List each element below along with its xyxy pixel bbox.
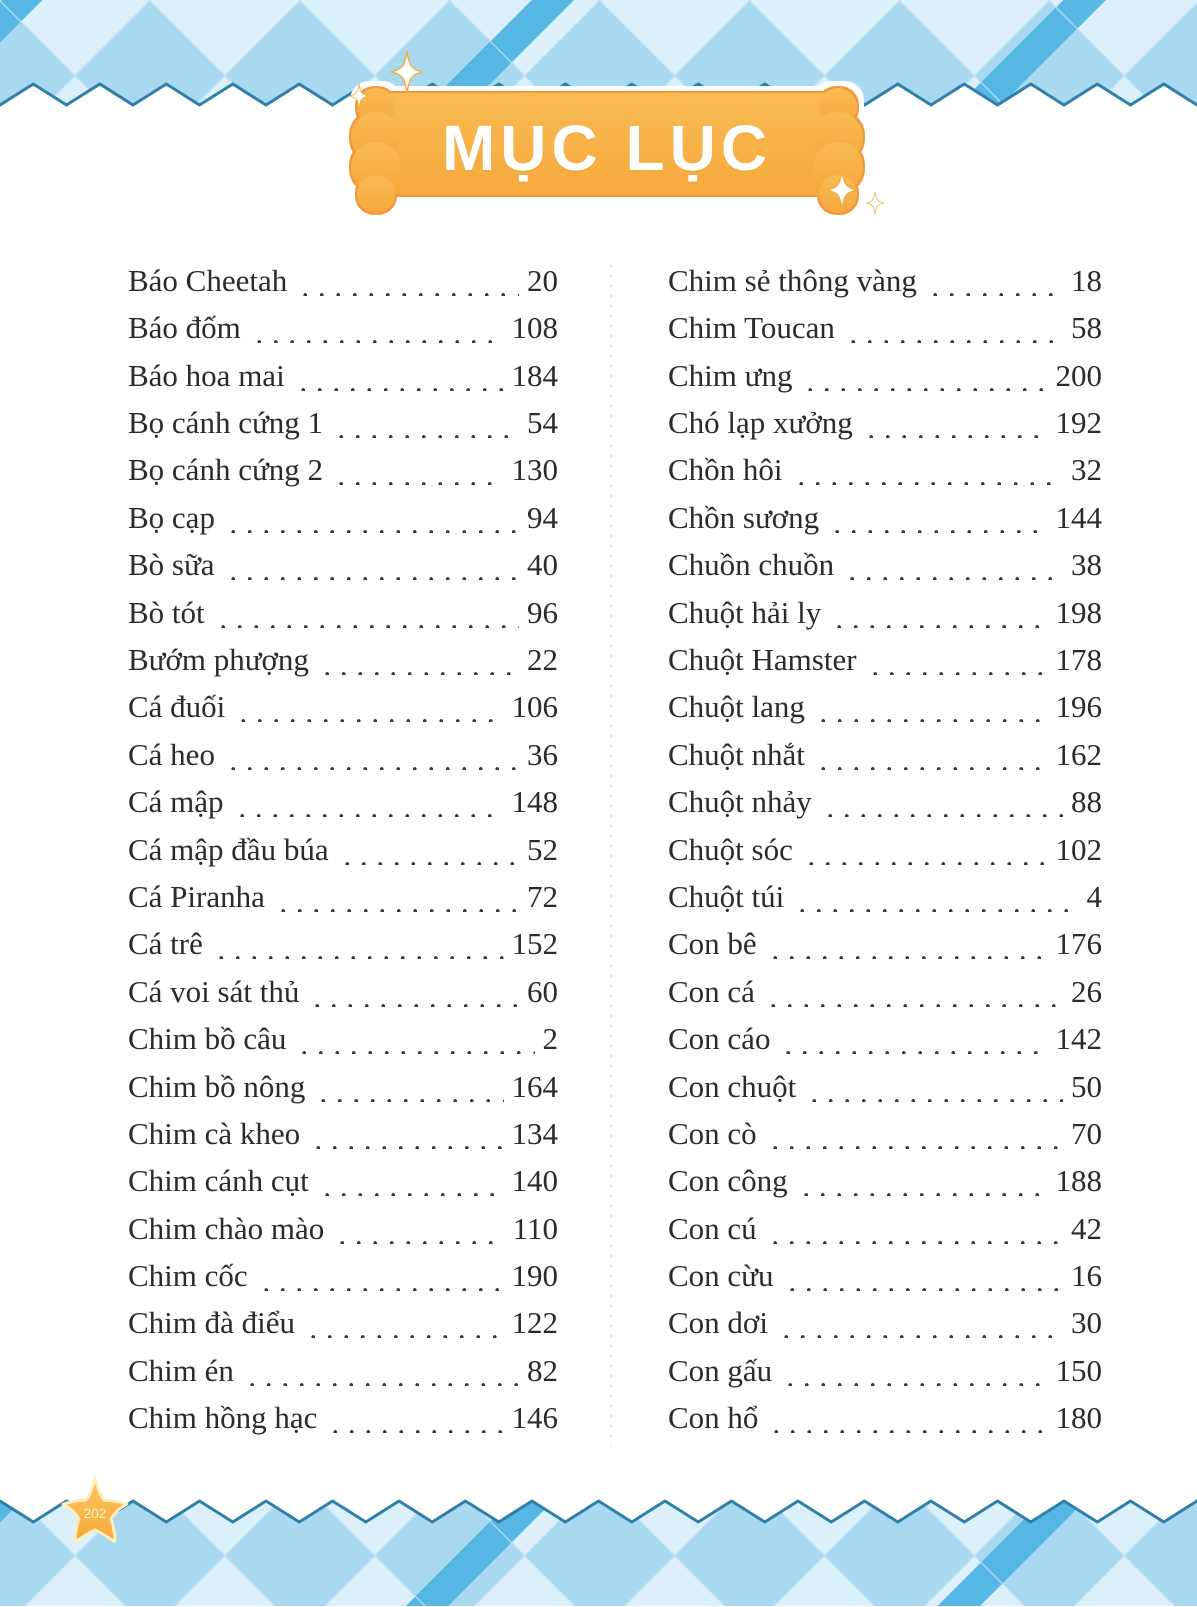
svg-text:202: 202: [84, 1506, 107, 1521]
